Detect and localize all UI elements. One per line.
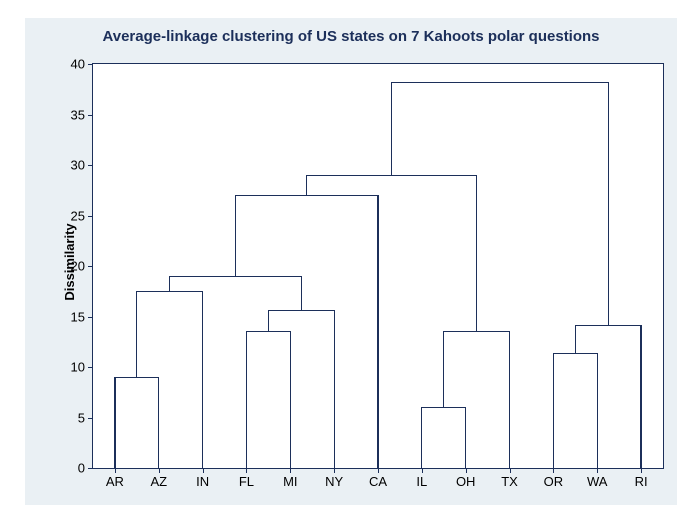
x-tick-label: IL bbox=[416, 468, 427, 489]
y-tick-label: 25 bbox=[71, 208, 93, 223]
x-tick-label: AZ bbox=[150, 468, 167, 489]
dendrogram-vline bbox=[509, 331, 510, 469]
dendrogram-vline bbox=[421, 407, 422, 469]
dendrogram-vline bbox=[136, 291, 137, 378]
dendrogram-vline bbox=[608, 82, 609, 327]
y-tick-label: 20 bbox=[71, 259, 93, 274]
y-tick-label: 40 bbox=[71, 57, 93, 72]
dendrogram-vline bbox=[465, 407, 466, 469]
y-tick-label: 10 bbox=[71, 360, 93, 375]
dendrogram-vline bbox=[476, 175, 477, 333]
y-tick-label: 30 bbox=[71, 158, 93, 173]
dendrogram-vline bbox=[377, 195, 378, 469]
y-tick-label: 0 bbox=[78, 461, 93, 476]
dendrogram-vline bbox=[301, 276, 302, 312]
dendrogram-vline bbox=[169, 276, 170, 292]
dendrogram-vline bbox=[158, 377, 159, 469]
dendrogram-vline bbox=[268, 310, 269, 332]
dendrogram-vline bbox=[443, 331, 444, 408]
x-tick-label: MI bbox=[283, 468, 297, 489]
x-tick-label: NY bbox=[325, 468, 343, 489]
x-tick-label: TX bbox=[501, 468, 518, 489]
dendrogram-vline bbox=[334, 310, 335, 469]
x-tick-label: OR bbox=[544, 468, 564, 489]
x-tick-label: AR bbox=[106, 468, 124, 489]
dendrogram-vline bbox=[235, 195, 236, 277]
x-tick-label: IN bbox=[196, 468, 209, 489]
dendrogram-vline bbox=[553, 353, 554, 468]
x-tick-label: WA bbox=[587, 468, 607, 489]
chart-title: Average-linkage clustering of US states … bbox=[25, 28, 677, 45]
dendrogram-vline bbox=[575, 325, 576, 354]
dendrogram-vline bbox=[306, 175, 307, 196]
dendrogram-vline bbox=[290, 331, 291, 469]
dendrogram-vline bbox=[640, 325, 641, 469]
dendrogram-vline bbox=[202, 291, 203, 469]
x-tick-label: RI bbox=[635, 468, 648, 489]
plot-area: 0510152025303540ARAZINFLMINYCAILOHTXORWA… bbox=[92, 63, 664, 469]
dendrogram-vline bbox=[246, 331, 247, 469]
dendrogram-vline bbox=[391, 82, 392, 176]
dendrogram-vline bbox=[597, 353, 598, 468]
dendrogram-vline bbox=[114, 377, 115, 469]
y-tick-label: 5 bbox=[78, 410, 93, 425]
x-tick-label: CA bbox=[369, 468, 387, 489]
x-tick-label: FL bbox=[239, 468, 254, 489]
x-tick-label: OH bbox=[456, 468, 476, 489]
dendrogram-hline bbox=[391, 82, 609, 83]
chart-frame: Average-linkage clustering of US states … bbox=[25, 18, 677, 505]
y-tick-label: 15 bbox=[71, 309, 93, 324]
y-tick-label: 35 bbox=[71, 107, 93, 122]
